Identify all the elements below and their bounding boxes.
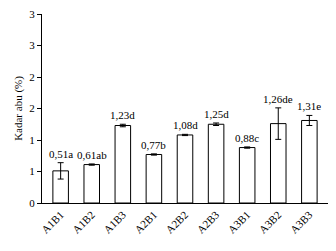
- svg-text:A3B1: A3B1: [225, 209, 252, 236]
- svg-text:3: 3: [29, 39, 35, 51]
- svg-text:A1B2: A1B2: [70, 209, 97, 236]
- svg-text:2: 2: [29, 71, 35, 83]
- svg-text:0: 0: [29, 197, 35, 209]
- svg-text:1: 1: [29, 134, 35, 146]
- svg-text:3: 3: [29, 8, 35, 20]
- svg-text:1,25d: 1,25d: [204, 108, 229, 120]
- svg-text:A1B1: A1B1: [39, 209, 66, 236]
- svg-text:Kadar abu (%): Kadar abu (%): [12, 76, 25, 141]
- svg-text:1,23d: 1,23d: [110, 109, 135, 121]
- svg-text:1,31e: 1,31e: [297, 100, 321, 112]
- svg-text:A3B3: A3B3: [288, 208, 315, 235]
- svg-text:1,26de: 1,26de: [263, 93, 293, 105]
- svg-text:A2B1: A2B1: [132, 209, 159, 236]
- svg-text:0,88c: 0,88c: [235, 132, 259, 144]
- svg-text:1,08d: 1,08d: [173, 119, 198, 131]
- svg-text:A2B2: A2B2: [163, 209, 190, 236]
- svg-text:A2B3: A2B3: [194, 208, 221, 235]
- svg-text:0,77b: 0,77b: [141, 139, 166, 151]
- svg-text:1: 1: [29, 165, 35, 177]
- svg-text:A1B3: A1B3: [101, 208, 128, 235]
- svg-text:A3B2: A3B2: [256, 209, 283, 236]
- svg-text:2: 2: [29, 102, 35, 114]
- svg-text:0,61ab: 0,61ab: [77, 149, 107, 161]
- svg-text:0,51a: 0,51a: [49, 148, 73, 160]
